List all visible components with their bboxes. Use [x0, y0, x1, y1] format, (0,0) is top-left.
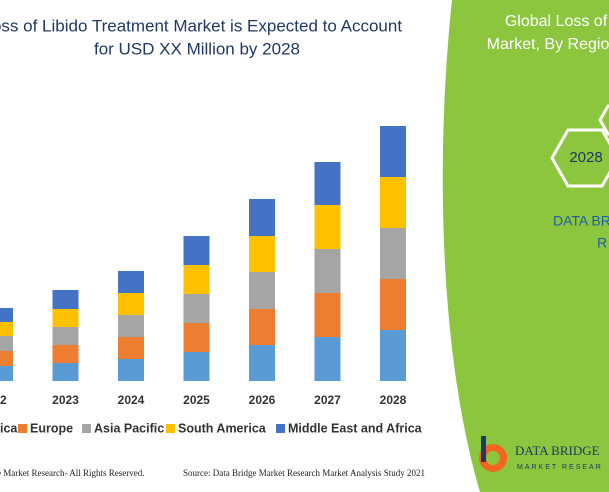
- bar-segment: [0, 336, 13, 351]
- hexagon: [598, 104, 609, 136]
- bar-segment: [52, 290, 79, 309]
- bar-segment: [249, 345, 275, 381]
- bar-segment: [0, 308, 13, 322]
- bar-segment: [52, 345, 79, 363]
- bar-segment: [249, 236, 275, 272]
- logo-mark: [486, 451, 500, 465]
- logo: DATA BRIDGE MARKET RESEAR: [479, 436, 603, 472]
- panel-brand: DATA BR: [553, 213, 609, 229]
- legend-label: Asia Pacific: [94, 421, 164, 435]
- x-tick-label: 2026: [249, 393, 276, 407]
- legend-swatch: [276, 424, 285, 433]
- legend-swatch: [82, 424, 91, 433]
- bar-segment: [118, 293, 144, 315]
- bar-segment: [118, 359, 144, 381]
- legend-swatch: [166, 424, 175, 433]
- bar-segment: [314, 337, 341, 381]
- legend-label: ica: [0, 421, 18, 435]
- bar-segment: [118, 271, 144, 293]
- bar-segment: [183, 323, 210, 352]
- side-panel: [442, 0, 609, 492]
- x-tick-label: 2028: [380, 393, 407, 407]
- x-tick-label: 2025: [183, 393, 210, 407]
- bar-segment: [249, 272, 275, 309]
- legend-label: Middle East and Africa: [288, 421, 423, 435]
- bar-segment: [0, 322, 13, 336]
- bar-segment: [314, 205, 341, 249]
- bar-segment: [314, 162, 341, 205]
- chart-title: oss of Libido Treatment Market is Expect…: [0, 16, 402, 35]
- logo-name: DATA BRIDGE: [515, 443, 600, 458]
- bar-segment: [118, 337, 144, 359]
- bar-segment: [118, 315, 144, 337]
- legend-swatch: [18, 424, 27, 433]
- bar-segment: [380, 177, 406, 228]
- panel-brand: R: [597, 235, 607, 251]
- legend-label: Europe: [30, 421, 73, 435]
- bar-segment: [183, 294, 210, 323]
- panel-title: Global Loss of: [505, 13, 608, 30]
- bar-segment: [52, 363, 79, 381]
- x-tick-label: 2023: [52, 393, 79, 407]
- hexagon: [550, 128, 609, 188]
- legend-label: South America: [178, 421, 267, 435]
- x-tick-label: 2027: [314, 393, 341, 407]
- x-tick-label: 22: [0, 393, 7, 407]
- bar-segment: [0, 351, 13, 366]
- bar-segment: [314, 293, 341, 337]
- bar-segment: [183, 236, 210, 265]
- bar-segment: [52, 327, 79, 345]
- bar-segment: [249, 199, 275, 236]
- bar-segment: [0, 366, 13, 381]
- hex-year: 2028: [569, 149, 602, 166]
- bar-segment: [380, 330, 406, 381]
- bar-segment: [314, 249, 341, 293]
- logo-sub: MARKET RESEAR: [517, 464, 603, 471]
- bar-segment: [380, 228, 406, 279]
- bar-segment: [380, 279, 406, 330]
- plot: 22 2023 2024 2025 2026 2027 2028 ica Europe Asia …: [0, 126, 423, 435]
- bar-segment: [249, 309, 275, 345]
- panel-title: Market, By Regio: [487, 36, 609, 53]
- source: Source: Data Bridge Market Research Mark…: [183, 468, 425, 478]
- copyright: dge Market Research- All Rights Reserved…: [0, 468, 144, 478]
- chart-title: for USD XX Million by 2028: [94, 39, 300, 58]
- bar-segment: [183, 352, 210, 381]
- logo-mark: [481, 436, 486, 462]
- bar-segment: [183, 265, 210, 294]
- bar-segment: [52, 309, 79, 327]
- bar-segment: [380, 126, 406, 177]
- x-tick-label: 2024: [118, 393, 145, 407]
